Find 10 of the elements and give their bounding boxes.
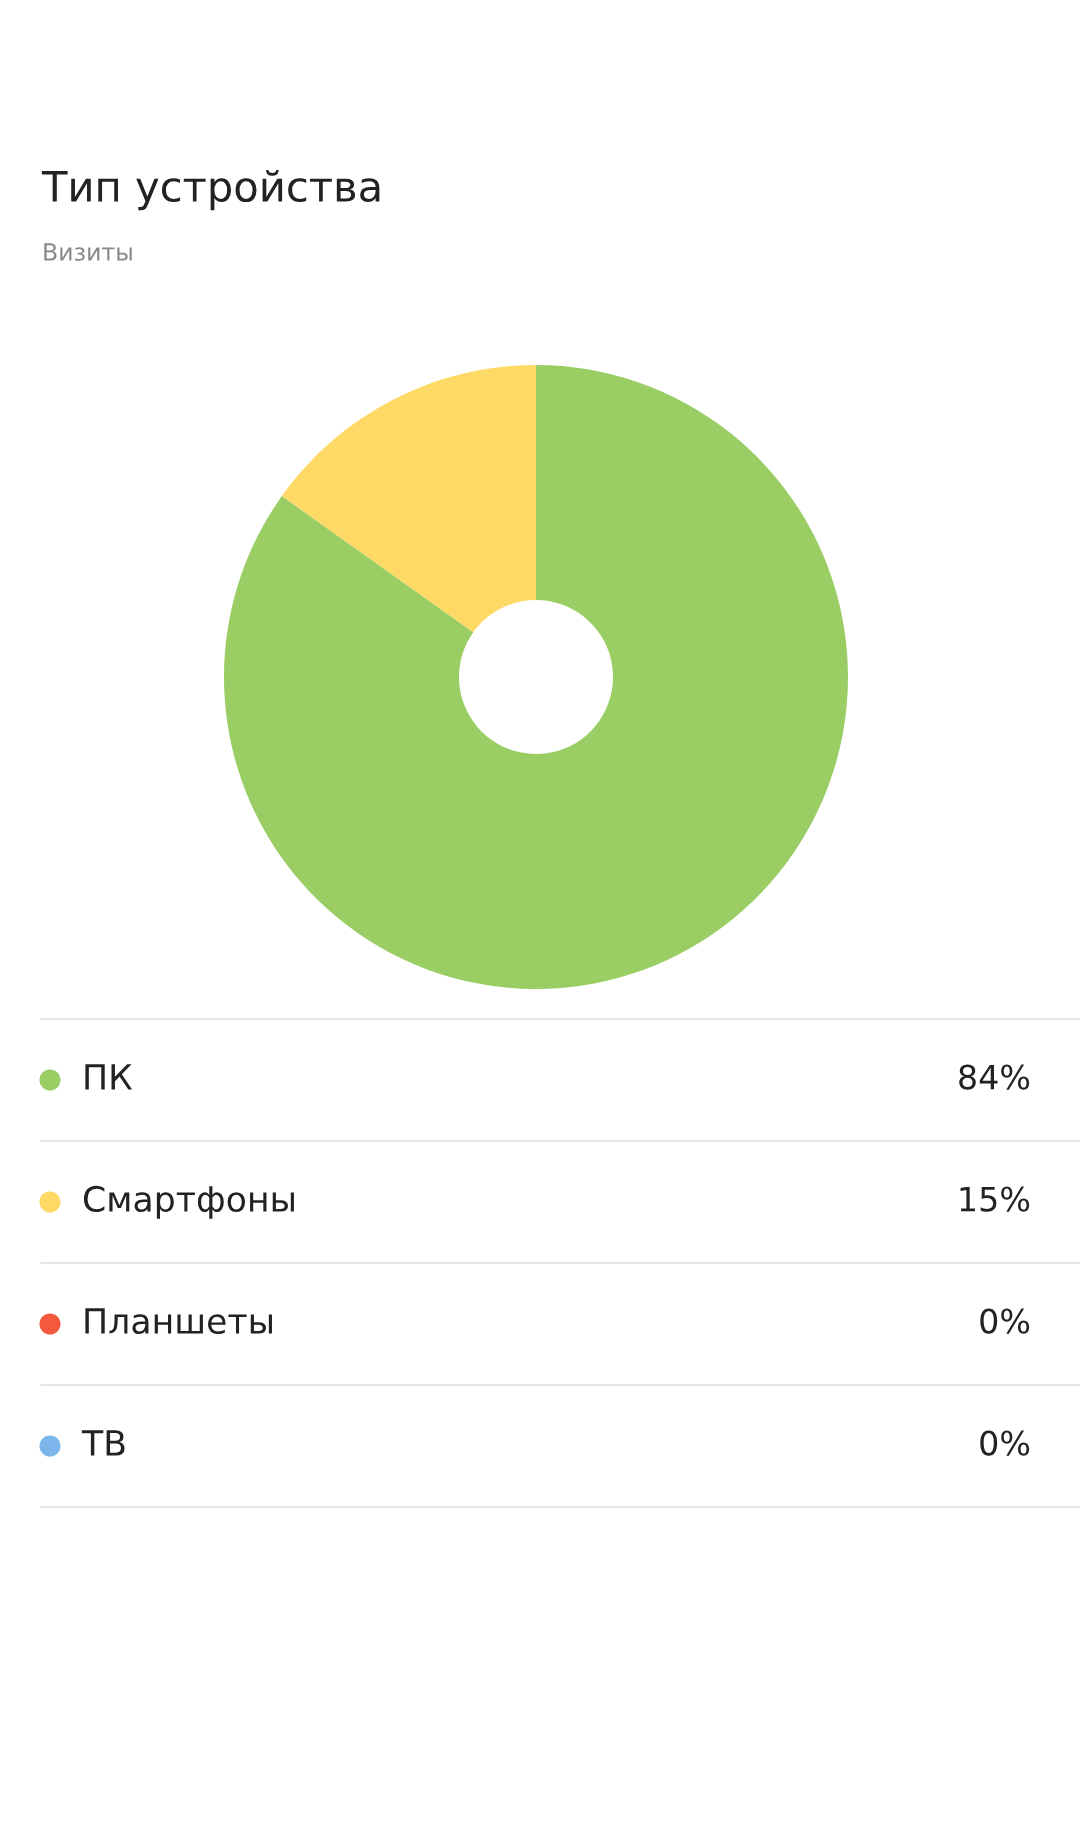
chart-subtitle: Визиты [44, 243, 132, 261]
text: 0% [980, 1430, 1030, 1456]
legend-label: Планшеты [85, 1308, 272, 1335]
data-label: 15% [960, 1186, 1030, 1212]
data-label: 84% [959, 1064, 1030, 1090]
legend-label: ПК [85, 1064, 133, 1090]
chart-title: Тип устройства [41, 170, 380, 211]
legend-label: Смартфоны [83, 1185, 294, 1219]
legend-label: ТВ [81, 1430, 125, 1456]
text: 0% [980, 1308, 1030, 1334]
